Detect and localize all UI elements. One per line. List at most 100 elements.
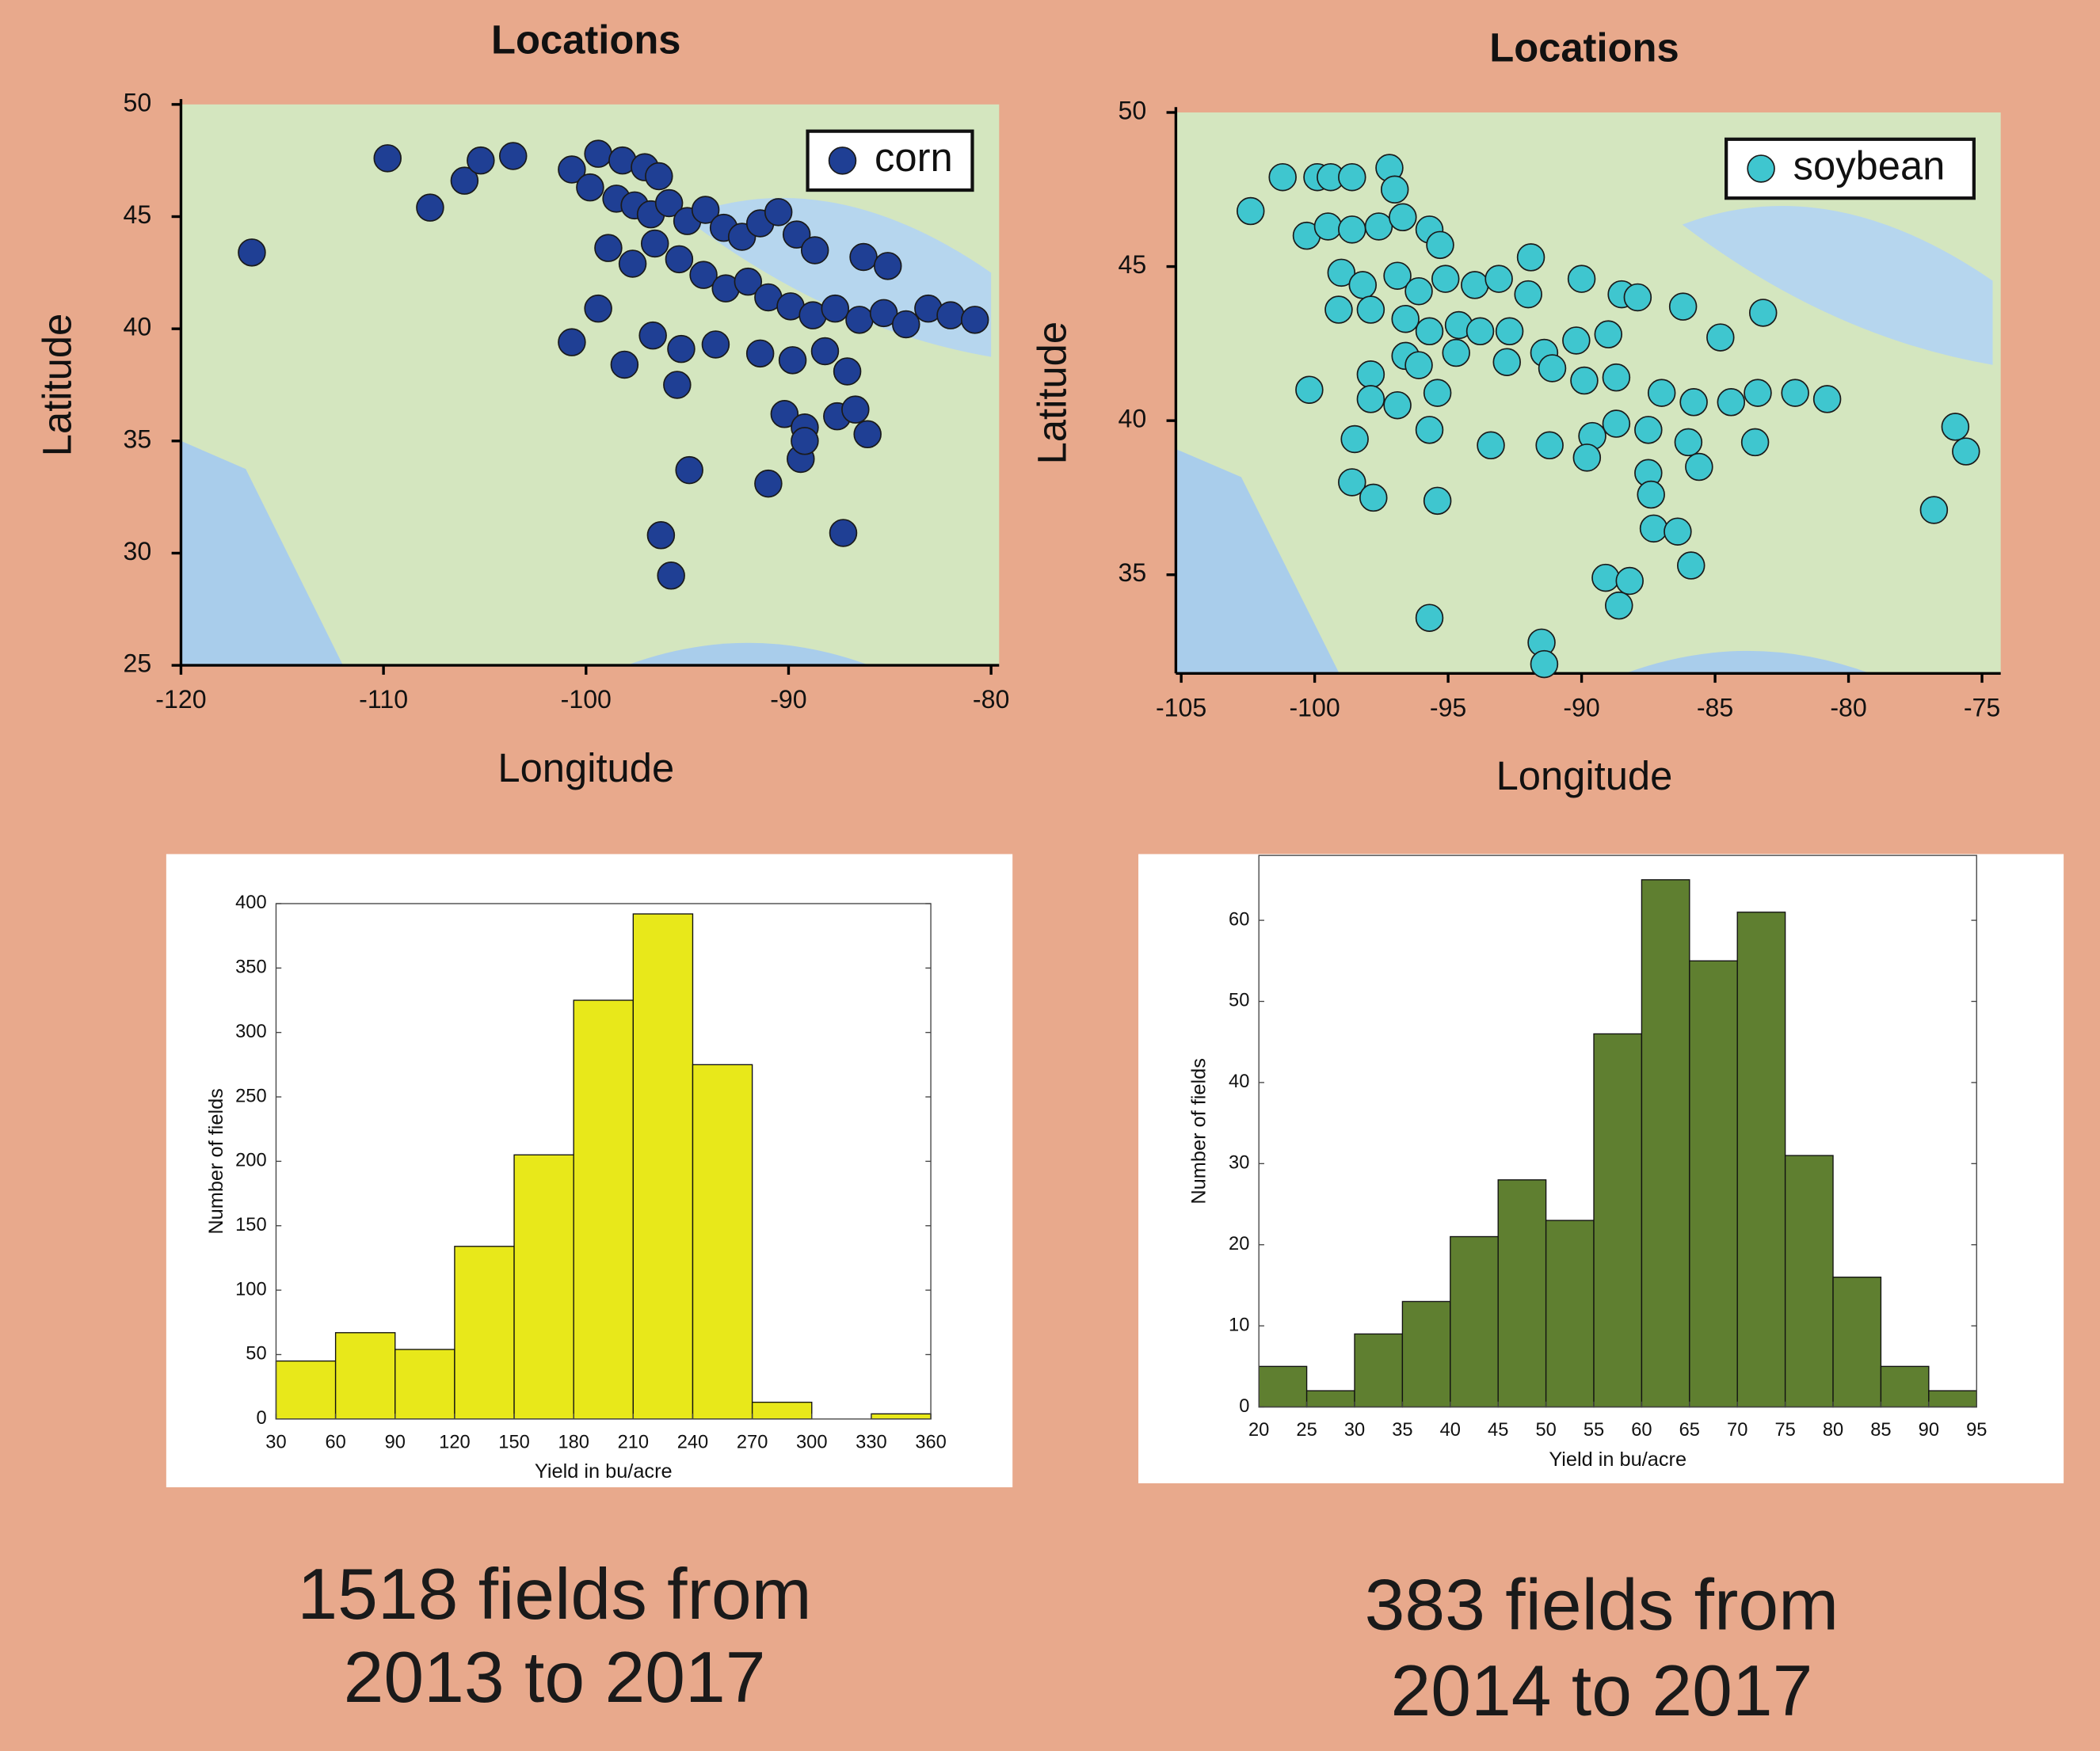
y-tick-label: 60	[1229, 909, 1249, 930]
point	[1536, 432, 1563, 459]
point	[1416, 318, 1443, 344]
point	[875, 253, 901, 280]
point	[1467, 318, 1494, 344]
point	[1686, 454, 1713, 481]
y-tick-label: 0	[256, 1408, 266, 1429]
y-tick-label: 40	[1118, 405, 1146, 433]
x-tick-label: 330	[856, 1432, 886, 1452]
legend-marker	[829, 147, 856, 174]
point	[1325, 296, 1352, 323]
y-tick-label: 45	[1118, 250, 1146, 279]
point	[842, 396, 869, 423]
bar	[753, 1403, 812, 1419]
x-tick-label: -80	[973, 685, 1009, 714]
point	[1568, 265, 1595, 292]
x-tick-label: -120	[155, 685, 206, 714]
point	[1237, 198, 1264, 225]
point	[1603, 364, 1629, 391]
point	[1405, 352, 1432, 379]
bar	[1259, 1366, 1306, 1407]
point	[1670, 293, 1697, 320]
bar	[455, 1247, 514, 1419]
x-tick-label: 75	[1774, 1420, 1795, 1441]
point	[1416, 604, 1443, 631]
point	[619, 250, 646, 277]
point	[500, 143, 527, 169]
point	[1707, 324, 1734, 351]
x-tick-label: 45	[1488, 1420, 1508, 1441]
point	[937, 302, 964, 329]
point	[1635, 417, 1662, 443]
point	[1315, 213, 1342, 240]
legend-label: corn	[875, 135, 953, 180]
x-tick-label: 270	[737, 1432, 768, 1452]
page: 1518 fields from 2013 to 2017 383 fields…	[0, 0, 2100, 1751]
point	[1357, 296, 1384, 323]
y-tick-label: 150	[235, 1215, 266, 1235]
point	[747, 340, 774, 367]
point	[1416, 417, 1443, 443]
point	[1493, 348, 1520, 375]
point	[1424, 379, 1451, 406]
x-tick-label: 90	[385, 1432, 406, 1452]
point	[1782, 379, 1808, 406]
x-tick-label: -100	[561, 685, 612, 714]
point	[1595, 321, 1622, 348]
x-tick-label: -110	[359, 685, 408, 714]
point	[1953, 438, 1980, 465]
y-tick-label: 0	[1239, 1396, 1249, 1417]
x-tick-label: 25	[1296, 1420, 1317, 1441]
y-tick-label: 40	[1229, 1072, 1249, 1092]
x-tick-label: 60	[1631, 1420, 1652, 1441]
bar	[1690, 961, 1737, 1407]
chart-title: Locations	[1489, 25, 1679, 70]
bar	[633, 914, 692, 1419]
point	[585, 295, 612, 322]
point	[1339, 164, 1366, 191]
point	[1515, 281, 1542, 308]
x-axis-label: Longitude	[497, 745, 674, 790]
point	[1427, 231, 1454, 258]
legend-label: soybean	[1793, 143, 1946, 188]
point	[834, 358, 861, 385]
point	[1432, 265, 1459, 292]
bar	[395, 1349, 455, 1419]
point	[1357, 361, 1384, 388]
point	[595, 234, 622, 261]
bar	[1355, 1334, 1402, 1407]
point	[664, 371, 691, 398]
bar	[1929, 1391, 1976, 1407]
point	[1296, 376, 1323, 403]
y-axis-label: Number of fields	[205, 1088, 227, 1235]
bar	[276, 1361, 335, 1419]
y-tick-label: 400	[235, 893, 266, 913]
bar	[692, 1064, 752, 1418]
y-tick-label: 45	[124, 200, 152, 229]
caption: 2014 to 2017	[1390, 1650, 1812, 1731]
y-axis-label: Latitude	[35, 314, 80, 456]
point	[467, 147, 494, 174]
y-tick-label: 35	[124, 424, 152, 453]
bar	[1786, 1155, 1833, 1407]
point	[1678, 552, 1705, 579]
x-tick-label: 95	[1966, 1420, 1987, 1441]
x-tick-label: -95	[1430, 693, 1466, 721]
x-axis-label: Yield in bu/acre	[1549, 1448, 1686, 1471]
chart-title: Locations	[491, 17, 680, 62]
point	[1637, 482, 1664, 508]
bar	[1450, 1237, 1498, 1407]
bar	[1402, 1301, 1450, 1407]
point	[1485, 265, 1512, 292]
x-tick-label: 80	[1823, 1420, 1843, 1441]
y-tick-label: 50	[1229, 991, 1249, 1011]
point	[1624, 284, 1651, 311]
point	[962, 306, 989, 333]
point	[1942, 413, 1969, 440]
point	[668, 336, 695, 363]
point	[1392, 306, 1419, 333]
y-tick-label: 50	[246, 1344, 266, 1365]
bar	[1546, 1220, 1594, 1407]
point	[1680, 389, 1707, 416]
caption: 2013 to 2017	[344, 1637, 766, 1718]
bar	[1881, 1366, 1928, 1407]
